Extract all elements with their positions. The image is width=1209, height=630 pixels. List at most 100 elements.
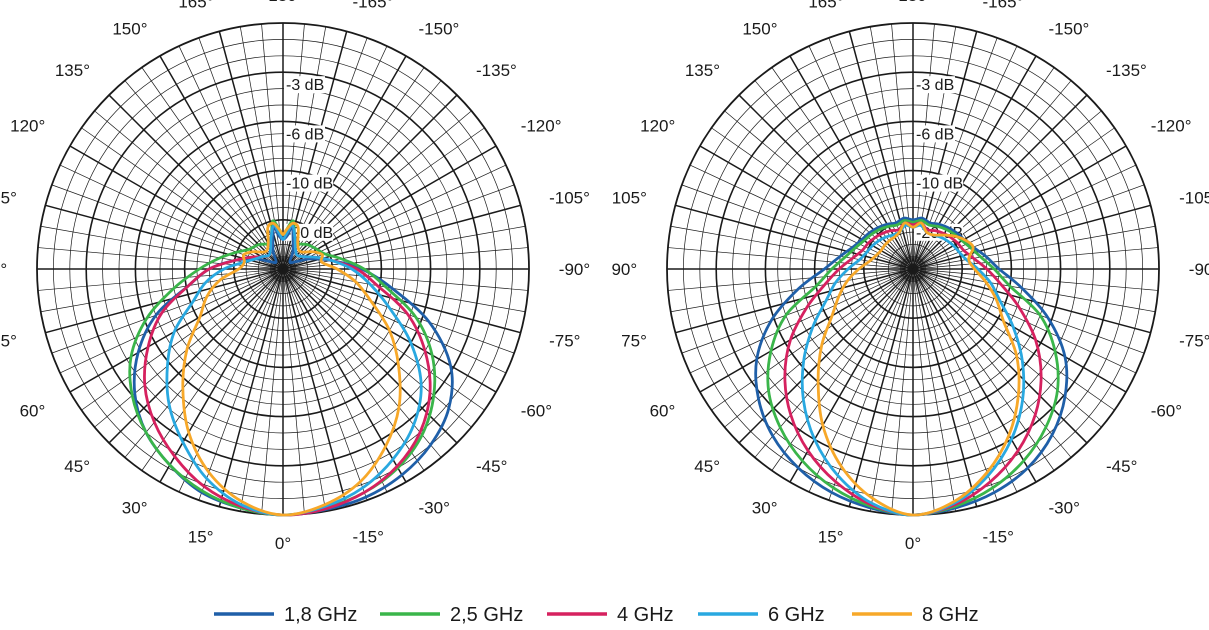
angle-tick-label: -60° xyxy=(1151,401,1182,420)
major-spoke xyxy=(699,268,914,393)
angle-tick-label: 0° xyxy=(905,534,921,553)
legend-label: 8 GHz xyxy=(922,604,979,626)
angle-tick-label: -15° xyxy=(983,527,1014,546)
angle-tick-label: 105° xyxy=(612,189,647,208)
angle-tick-label: 45° xyxy=(694,457,720,476)
minor-spoke xyxy=(919,184,1145,267)
angle-tick-label: 45° xyxy=(64,457,90,476)
minor-spoke xyxy=(670,225,906,269)
angle-tick-label: -165° xyxy=(353,0,394,12)
minor-spoke xyxy=(59,271,277,374)
major-spoke xyxy=(159,268,284,483)
minor-spoke xyxy=(913,276,957,512)
angle-tick-label: -165° xyxy=(983,0,1024,12)
major-spoke xyxy=(912,268,1151,334)
legend-label: 2,5 GHz xyxy=(450,604,523,626)
major-spoke xyxy=(282,145,497,270)
minor-spoke xyxy=(920,247,1159,269)
major-spoke xyxy=(159,55,284,270)
angle-tick-label: -60° xyxy=(521,401,552,420)
major-spoke xyxy=(738,94,914,270)
angle-tick-label: 90° xyxy=(0,260,7,279)
angle-tick-label: -30° xyxy=(419,499,450,518)
minor-spoke xyxy=(178,45,281,263)
angle-tick-label: -45° xyxy=(476,457,507,476)
ring-label-backdrop xyxy=(284,223,334,241)
ring-db-label: -3 dB xyxy=(916,77,954,94)
minor-spoke xyxy=(51,271,277,354)
legend-item: 6 GHz xyxy=(698,604,825,626)
major-spoke xyxy=(789,55,914,270)
major-spoke xyxy=(738,268,914,444)
minor-spoke xyxy=(289,184,515,267)
minor-spoke xyxy=(288,127,485,266)
angle-tick-label: -120° xyxy=(1151,117,1192,136)
minor-spoke xyxy=(261,276,283,515)
minor-spoke xyxy=(198,37,281,263)
minor-spoke xyxy=(771,274,910,471)
minor-spoke xyxy=(724,273,908,428)
major-spoke xyxy=(282,268,348,507)
minor-spoke xyxy=(290,269,526,313)
minor-spoke xyxy=(891,276,913,515)
minor-spoke xyxy=(283,23,305,262)
minor-spoke xyxy=(40,269,276,313)
minor-spoke xyxy=(681,184,907,267)
angle-tick-label: -105° xyxy=(1179,189,1209,208)
minor-spoke xyxy=(285,275,388,493)
ring-label-backdrop xyxy=(914,125,955,143)
minor-spoke xyxy=(916,274,1055,471)
minor-spoke xyxy=(94,110,278,265)
minor-spoke xyxy=(289,271,507,374)
angle-tick-label: -135° xyxy=(1106,61,1147,80)
minor-spoke xyxy=(913,276,935,515)
legend-item: 8 GHz xyxy=(852,604,979,626)
minor-spoke xyxy=(124,274,279,458)
angle-tick-label: -105° xyxy=(549,189,590,208)
minor-spoke xyxy=(681,271,907,354)
minor-spoke xyxy=(81,127,278,266)
minor-spoke xyxy=(920,269,1159,291)
angle-tick-label: -150° xyxy=(1049,19,1090,38)
legend-label: 6 GHz xyxy=(768,604,825,626)
angle-tick-label: 165° xyxy=(178,0,213,12)
angle-tick-label: -150° xyxy=(419,19,460,38)
major-spoke xyxy=(848,268,914,507)
minor-spoke xyxy=(724,110,908,265)
minor-spoke xyxy=(869,276,913,512)
minor-spoke xyxy=(178,275,281,493)
angle-tick-label: 120° xyxy=(640,117,675,136)
major-spoke xyxy=(912,204,1151,270)
angle-tick-label: -75° xyxy=(549,331,580,350)
ring-db-label: -10 dB xyxy=(916,176,963,193)
minor-spoke xyxy=(711,127,908,266)
series-line-2-5-ghz xyxy=(766,219,1060,517)
angle-tick-label: 30° xyxy=(752,499,778,518)
minor-spoke xyxy=(239,276,283,512)
angle-tick-label: 150° xyxy=(742,19,777,38)
major-spoke xyxy=(45,268,284,334)
minor-spoke xyxy=(771,67,910,264)
minor-spoke xyxy=(81,272,278,411)
minor-spoke xyxy=(285,275,368,501)
major-spoke xyxy=(69,268,284,393)
angle-tick-label: 135° xyxy=(55,61,90,80)
minor-spoke xyxy=(40,225,276,269)
series-line-6-ghz xyxy=(165,224,423,517)
major-spoke xyxy=(108,94,284,270)
major-spoke xyxy=(789,268,914,483)
ring-label-backdrop xyxy=(284,76,325,94)
legend-item: 4 GHz xyxy=(547,604,674,626)
angle-tick-label: 15° xyxy=(188,527,214,546)
minor-spoke xyxy=(670,269,906,313)
angle-tick-label: -75° xyxy=(1179,331,1209,350)
angle-tick-label: -90° xyxy=(559,260,590,279)
angle-tick-label: 165° xyxy=(808,0,843,12)
minor-spoke xyxy=(918,273,1102,428)
series-line-4-ghz xyxy=(783,221,1043,517)
angle-tick-label: 75° xyxy=(621,331,647,350)
angle-tick-label: 135° xyxy=(685,61,720,80)
major-spoke xyxy=(912,268,1127,393)
minor-spoke xyxy=(283,276,305,515)
major-spoke xyxy=(699,145,914,270)
